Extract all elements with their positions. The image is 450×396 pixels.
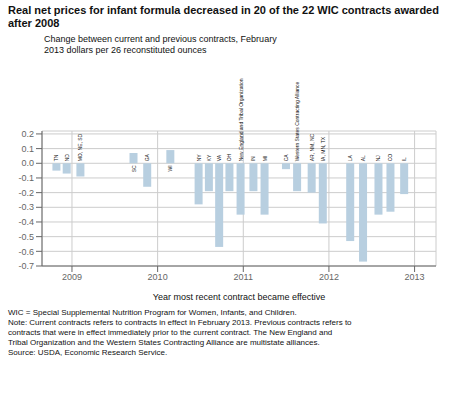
svg-text:TN: TN: [53, 154, 59, 161]
svg-text:OH: OH: [226, 153, 232, 161]
svg-text:KY: KY: [206, 154, 212, 161]
svg-text:2013: 2013: [405, 272, 425, 282]
svg-text:0.0: 0.0: [21, 158, 34, 168]
svg-text:MO, NE, SD: MO, NE, SD: [77, 133, 83, 161]
svg-text:MI: MI: [262, 156, 268, 162]
html-text:WIC = Special Supplemental Nut: WIC = Special Supplemental Nutrition Pro…: [8, 308, 297, 317]
svg-text:VA: VA: [216, 154, 222, 161]
svg-text:WI: WI: [167, 165, 173, 171]
svg-text:-0.2: -0.2: [18, 188, 34, 198]
html-text:Source: USDA, Economic Researc: Source: USDA, Economic Research Service.: [8, 348, 168, 357]
svg-text:AL: AL: [360, 155, 366, 161]
svg-text:Year most recent contract beca: Year most recent contract became effecti…: [153, 292, 326, 302]
svg-text:CA: CA: [283, 154, 289, 162]
html-text:Change between current and pre: Change between current and previous cont…: [44, 34, 277, 55]
svg-text:IN: IN: [250, 156, 256, 161]
svg-text:0.2: 0.2: [21, 129, 34, 139]
html-text:Note: Current contracts refers: Note: Current contracts refers to contra…: [8, 318, 352, 327]
svg-text:NY: NY: [196, 154, 202, 162]
svg-text:2011: 2011: [234, 272, 253, 282]
svg-text:AR, NM, NC: AR, NM, NC: [309, 133, 315, 161]
svg-text:New England and Tribal Organiz: New England and Tribal Organization: [238, 78, 244, 161]
svg-text:IA, MN, TX: IA, MN, TX: [320, 136, 326, 161]
svg-text:-0.4: -0.4: [18, 217, 34, 227]
html-text:Tribal Organization and the We: Tribal Organization and the Western Stat…: [8, 338, 320, 347]
svg-text:2012: 2012: [319, 272, 339, 282]
svg-text:NJ: NJ: [375, 155, 381, 162]
svg-text:GA: GA: [144, 153, 150, 161]
svg-text:SC: SC: [131, 165, 137, 172]
svg-text:Western States Contracting All: Western States Contracting Alliance: [294, 81, 300, 161]
svg-text:-0.7: -0.7: [18, 261, 34, 271]
svg-text:-0.6: -0.6: [18, 247, 34, 257]
svg-text:-0.5: -0.5: [18, 232, 34, 242]
html-text:Real net prices for infant for: Real net prices for infant formula decre…: [8, 4, 439, 29]
svg-text:2009: 2009: [62, 272, 82, 282]
svg-text:ND: ND: [64, 154, 70, 162]
html-text:contracts that were in effect: contracts that were in effect immediatel…: [8, 328, 333, 337]
svg-text:-0.1: -0.1: [18, 173, 34, 183]
svg-text:-0.3: -0.3: [18, 202, 34, 212]
svg-text:CO: CO: [387, 154, 393, 162]
svg-text:0.1: 0.1: [21, 144, 34, 154]
svg-text:IL: IL: [401, 157, 407, 161]
svg-text:2010: 2010: [148, 272, 168, 282]
svg-text:LA: LA: [347, 155, 353, 162]
